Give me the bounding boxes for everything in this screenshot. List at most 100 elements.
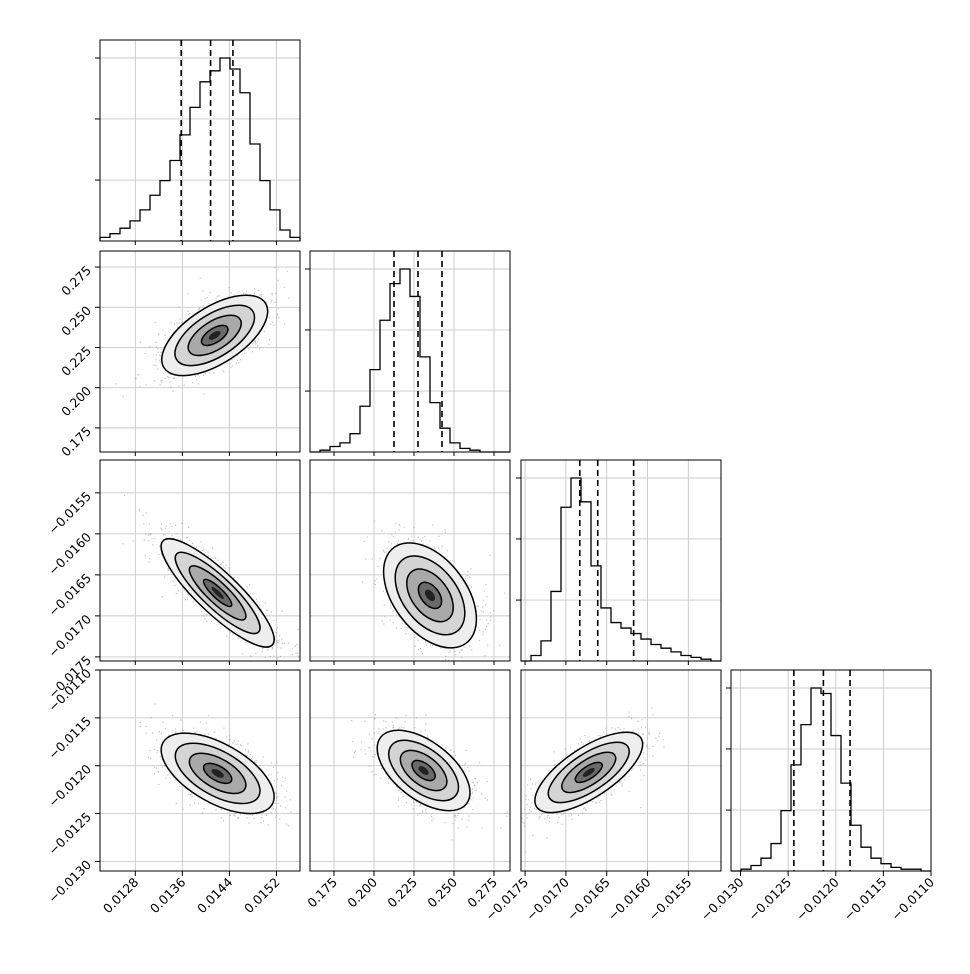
contour-line: [388, 739, 460, 802]
y-tick-label: −0.0125: [45, 809, 94, 858]
contour-line: [188, 752, 247, 795]
y-tick-label: 0.250: [58, 303, 94, 339]
contour-line: [376, 729, 471, 812]
y-tick-label: −0.0165: [45, 570, 94, 619]
contour-line: [187, 314, 242, 357]
y-tick-label: −0.0115: [45, 713, 94, 762]
x-axis-4: −0.0130−0.0125−0.0120−0.0115−0.0110: [698, 871, 937, 923]
histogram-step-3: [521, 477, 721, 662]
contour-line: [174, 742, 261, 805]
contour-line: [561, 751, 617, 794]
panel-content: [521, 670, 721, 871]
x-tick-label: −0.0130: [698, 874, 747, 923]
y-tick-label: 0.225: [58, 343, 94, 379]
histogram-panel-3: [516, 459, 722, 662]
panel-frame: [99, 250, 301, 453]
contour-line: [574, 761, 603, 784]
scatter-panel-1-3: [99, 459, 301, 662]
panel-frame: [99, 459, 301, 662]
panel-frame: [730, 669, 932, 872]
contour-line: [417, 581, 443, 610]
contour-line: [160, 538, 275, 648]
contour-line: [174, 304, 256, 367]
panel-frame: [99, 669, 301, 872]
contour-line: [202, 578, 233, 608]
contour-line: [534, 731, 644, 814]
y-tick-label: 0.275: [58, 263, 94, 299]
panel-content: [310, 670, 510, 871]
y-tick-label: −0.0120: [45, 761, 94, 810]
panel-frame: [309, 669, 511, 872]
contour-line: [188, 565, 247, 621]
x-axis-3: −0.0175−0.0170−0.0165−0.0160−0.0155: [482, 871, 694, 923]
panel-frame: [309, 250, 511, 453]
contour-line: [200, 324, 229, 347]
y-tick-label: −0.0130: [45, 857, 94, 906]
x-tick-label: 0.175: [304, 875, 340, 911]
y-axis-4: −0.0130−0.0125−0.0120−0.0115−0.0110: [45, 665, 100, 906]
x-tick-label: −0.0125: [745, 875, 794, 924]
panel-frame: [520, 669, 722, 872]
scatter-points: [122, 494, 300, 660]
panel-content: [100, 460, 300, 661]
density-level-5: [582, 767, 595, 777]
contour-line: [202, 762, 233, 785]
density-level-5: [208, 330, 221, 340]
panel-content: [100, 251, 300, 452]
y-axis-2: 0.175 0.200 0.225 0.250 0.275: [58, 263, 100, 459]
x-tick-label: 0.225: [384, 875, 420, 911]
density-level-5: [211, 768, 224, 778]
x-tick-label: 0.0136: [147, 874, 189, 916]
y-axis-3: −0.0175−0.0170−0.0165−0.0160−0.0155: [45, 488, 100, 701]
x-tick-label: −0.0170: [523, 874, 572, 923]
histogram-panel-1: [95, 39, 301, 242]
scatter-panel-3-4: [520, 669, 722, 872]
histogram-step-1: [99, 57, 301, 241]
scatter-panel-2-3: [309, 459, 511, 662]
panel-frame: [99, 39, 301, 242]
contour-line: [411, 759, 436, 782]
histogram-panel-2: [305, 250, 511, 453]
x-tick-label: −0.0110: [888, 874, 937, 923]
contour-line: [394, 555, 466, 636]
contour-line: [161, 294, 269, 377]
panel-frame: [309, 459, 511, 662]
contour-line: [160, 732, 275, 815]
x-tick-label: −0.0115: [841, 875, 890, 924]
scatter-panel-1-4: [99, 669, 301, 872]
x-tick-label: 0.250: [424, 874, 460, 910]
contour-line: [547, 741, 630, 804]
histogram-step-2: [310, 268, 510, 453]
y-tick-label: 0.200: [58, 383, 94, 419]
x-tick-label: 0.0128: [100, 874, 142, 916]
x-axis-2: 0.175 0.200 0.225 0.250 0.275: [304, 871, 500, 910]
density-level-5: [424, 589, 436, 602]
x-tick-label: 0.200: [344, 874, 380, 910]
contour-line: [406, 568, 454, 623]
contour-line: [382, 542, 478, 649]
density-level-5: [418, 766, 429, 775]
y-tick-label: 0.175: [58, 423, 94, 459]
x-tick-label: 0.0152: [241, 875, 283, 917]
scatter-panel-1-2: [99, 250, 301, 453]
density-level-5: [211, 586, 224, 599]
y-tick-label: −0.0170: [45, 611, 94, 660]
x-tick-label: −0.0120: [793, 874, 842, 923]
contour-line: [399, 749, 448, 792]
x-axis-1: 0.0128 0.0136 0.0144 0.0152: [100, 871, 283, 916]
histogram-panel-4: [726, 669, 932, 872]
panel-content: [100, 670, 300, 871]
x-tick-label: 0.0144: [194, 874, 236, 916]
panel-frame: [520, 459, 722, 662]
x-tick-label: −0.0160: [605, 874, 654, 923]
contour-line: [174, 551, 261, 635]
y-tick-label: −0.0160: [45, 529, 94, 578]
scatter-panel-2-4: [309, 669, 511, 872]
y-tick-label: −0.0155: [45, 488, 94, 537]
x-tick-label: −0.0155: [646, 875, 695, 924]
histogram-step-4: [731, 687, 931, 872]
panel-content: [310, 460, 510, 661]
x-tick-label: −0.0165: [564, 875, 613, 924]
